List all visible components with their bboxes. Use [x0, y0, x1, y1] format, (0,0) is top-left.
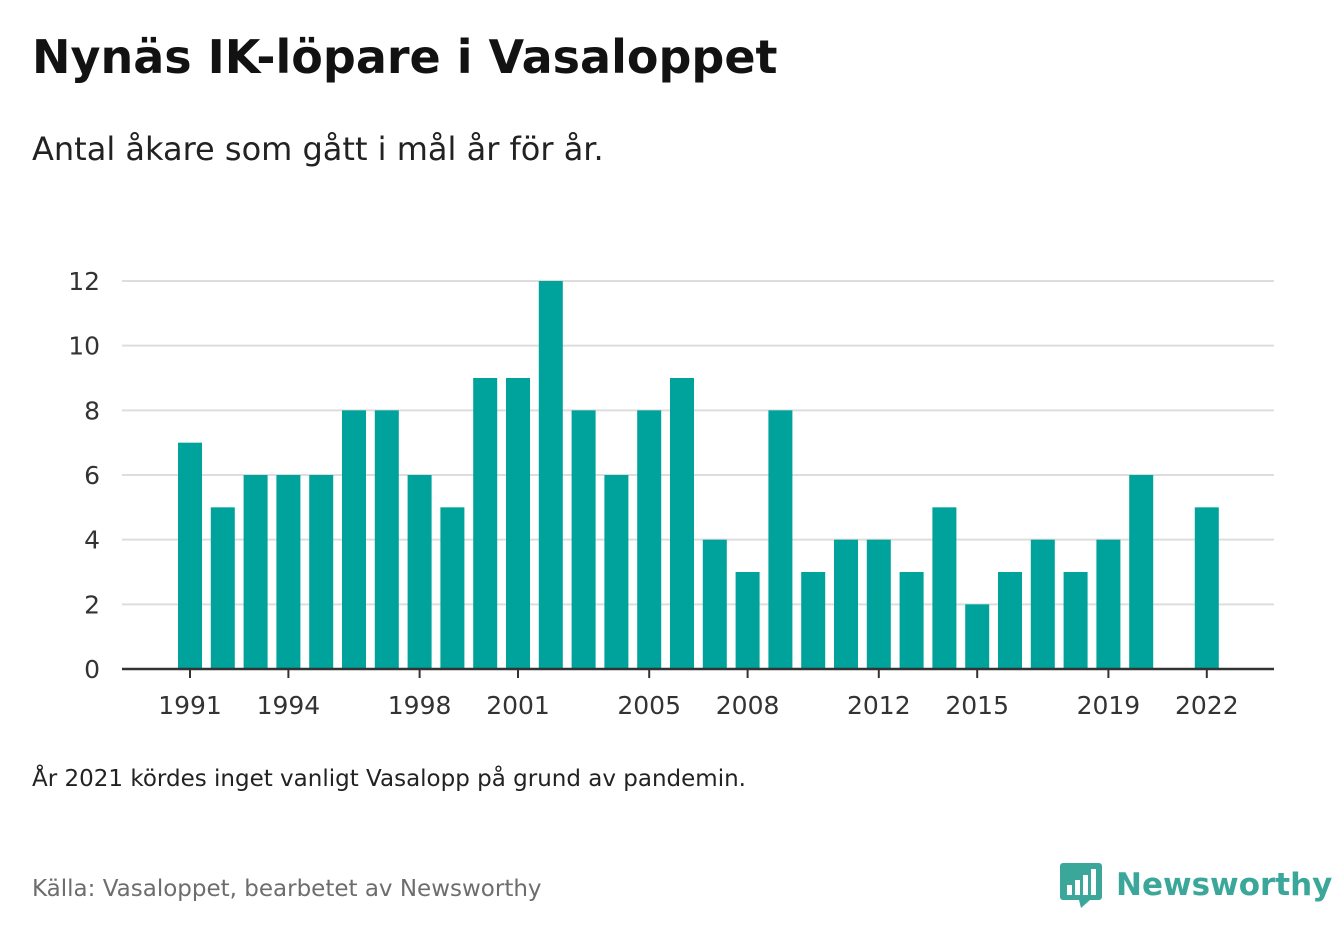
x-tick-label: 1991 — [158, 691, 222, 720]
bar-2001 — [506, 378, 530, 669]
bar-2013 — [899, 572, 924, 669]
bars — [178, 281, 1219, 669]
bar-2008 — [735, 572, 760, 669]
bar-2000 — [473, 378, 498, 669]
y-tick-label: 0 — [84, 655, 100, 684]
bar-2002 — [538, 281, 563, 669]
bar-2006 — [670, 378, 694, 669]
bar-1995 — [309, 475, 334, 669]
x-tick-label: 2012 — [847, 691, 911, 720]
y-tick-label: 8 — [84, 396, 100, 425]
newsworthy-logo: Newsworthy — [1060, 860, 1332, 910]
axes: 0 2 4 6 8 10 12 1991 1994 1998 2001 2005 2008 2012 201… — [68, 267, 1274, 720]
bar-1996 — [342, 410, 366, 669]
x-tick-label: 2001 — [486, 691, 550, 720]
bar-2019 — [1096, 539, 1121, 669]
chart-subtitle: Antal åkare som gått i mål år för år. — [32, 130, 604, 168]
bar-2009 — [768, 410, 793, 669]
bar-2007 — [702, 539, 727, 669]
bar-chart-speech-bubble-icon — [1060, 863, 1102, 908]
x-tick-label: 1998 — [388, 691, 452, 720]
bar-1994 — [276, 475, 301, 669]
x-tick-label: 2005 — [617, 691, 681, 720]
bar-1999 — [440, 507, 465, 669]
x-tick-label: 2019 — [1077, 691, 1141, 720]
footnote: År 2021 kördes inget vanligt Vasalopp på… — [32, 766, 746, 792]
y-tick-label: 4 — [84, 526, 100, 555]
bar-2016 — [998, 572, 1022, 669]
brand-name: Newsworthy — [1116, 867, 1333, 903]
bar-1991 — [178, 442, 202, 669]
bar-2020 — [1129, 475, 1154, 669]
bar-2012 — [866, 539, 891, 669]
x-tick-label: 1994 — [257, 691, 321, 720]
bar-2018 — [1063, 572, 1088, 669]
bar-2003 — [571, 410, 596, 669]
bar-2015 — [965, 604, 990, 669]
bar-1992 — [210, 507, 235, 669]
y-tick-label: 6 — [84, 461, 100, 490]
bar-2011 — [834, 539, 858, 669]
x-tick-label: 2015 — [945, 691, 1009, 720]
y-tick-label: 2 — [84, 590, 100, 619]
bar-2014 — [932, 507, 957, 669]
chart-title: Nynäs IK-löpare i Vasaloppet — [32, 30, 778, 84]
bar-2010 — [801, 572, 826, 669]
source-credit: Källa: Vasaloppet, bearbetet av Newswort… — [32, 876, 542, 902]
bar-1998 — [407, 475, 432, 669]
bar-1993 — [243, 475, 268, 669]
bar-2005 — [637, 410, 662, 669]
bar-2017 — [1030, 539, 1055, 669]
bar-1997 — [374, 410, 399, 669]
x-tick-label: 2008 — [716, 691, 780, 720]
y-tick-label: 10 — [68, 332, 100, 361]
x-tick-label: 2022 — [1175, 691, 1239, 720]
bar-2004 — [604, 475, 629, 669]
y-tick-label: 12 — [68, 267, 100, 296]
bar-2022 — [1194, 507, 1219, 669]
